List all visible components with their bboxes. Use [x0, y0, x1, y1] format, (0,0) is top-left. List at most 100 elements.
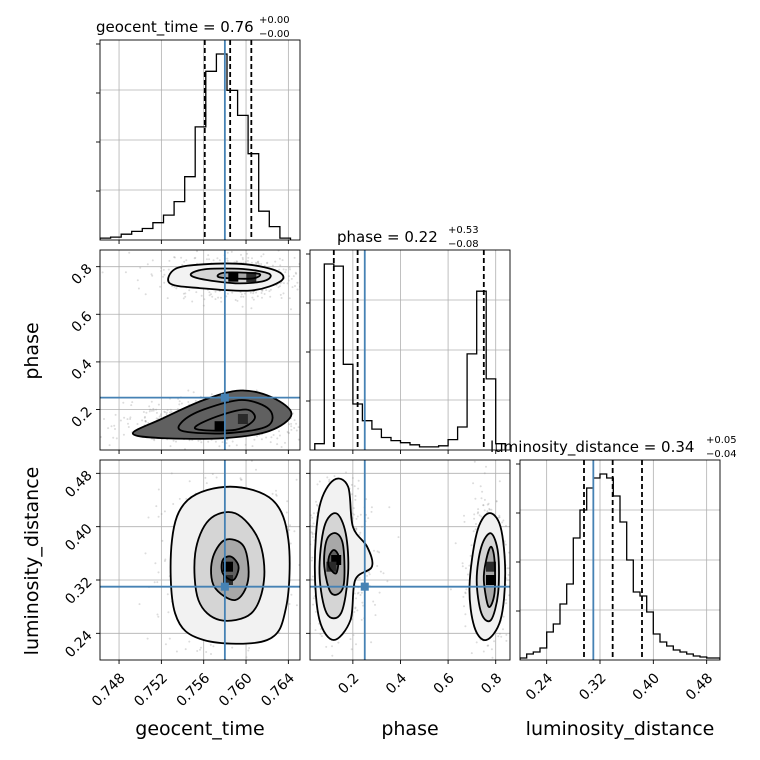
sample-point: [157, 571, 160, 574]
sample-point: [218, 259, 221, 262]
sample-point: [304, 414, 306, 416]
sample-point: [502, 519, 505, 522]
sample-point: [236, 260, 239, 263]
sample-point: [141, 419, 144, 422]
sample-point: [211, 473, 214, 475]
sample-point: [290, 277, 293, 280]
sample-point: [207, 254, 210, 257]
sample-point: [488, 508, 491, 511]
sample-point: [231, 291, 234, 294]
hist-bin: [600, 474, 607, 660]
y-tick-label: 0.24: [62, 628, 95, 661]
panel-frame: [309, 249, 511, 451]
grid: [520, 460, 720, 660]
density-peak: [223, 561, 233, 572]
truth-marker: [220, 393, 229, 402]
sample-point: [295, 272, 298, 275]
sample-point: [103, 418, 105, 420]
density-peak: [486, 561, 496, 572]
sample-point: [301, 588, 303, 590]
sample-point: [184, 648, 187, 651]
sample-point: [498, 516, 501, 519]
hist-bin: [121, 234, 132, 240]
sample-point: [162, 275, 165, 278]
sample-point: [250, 261, 253, 264]
sample-point: [354, 498, 357, 501]
sample-point: [288, 297, 291, 300]
sample-point: [388, 506, 391, 509]
sample-point: [311, 533, 314, 536]
sample-point: [464, 591, 467, 594]
sample-point: [129, 418, 132, 420]
sample-point: [490, 508, 493, 511]
sample-point: [293, 427, 296, 429]
sample-point: [182, 297, 185, 300]
hist-bin: [334, 266, 344, 450]
sample-point: [163, 510, 166, 513]
sample-point: [345, 471, 347, 474]
sample-point: [183, 260, 186, 263]
hist-bin: [195, 127, 206, 240]
sample-point: [327, 287, 329, 289]
sample-point: [301, 554, 303, 556]
sample-point: [138, 603, 141, 606]
sample-point: [278, 434, 281, 437]
sample-point: [351, 477, 354, 479]
sample-point: [277, 286, 280, 289]
sample-point: [258, 263, 260, 265]
sample-point: [289, 268, 291, 271]
sample-point: [191, 300, 194, 303]
density-peak: [228, 271, 239, 282]
sample-point: [483, 472, 486, 475]
sample-point: [160, 413, 163, 416]
sample-point: [310, 283, 312, 285]
sample-point: [178, 497, 181, 500]
sample-point: [275, 494, 278, 497]
sample-point: [357, 487, 360, 490]
sample-point: [490, 648, 493, 651]
sample-point: [202, 304, 205, 307]
sample-point: [498, 480, 501, 483]
sample-point: [288, 266, 291, 269]
sample-point: [157, 515, 160, 518]
sample-point: [301, 511, 303, 513]
sample-point: [257, 260, 260, 263]
sample-point: [353, 611, 356, 613]
sample-point: [342, 419, 344, 421]
sample-point: [210, 653, 212, 655]
sample-point: [157, 403, 160, 406]
sample-point: [468, 564, 471, 567]
x-tick-label: 0.32: [576, 670, 609, 703]
title-phase-sup: +0.53: [448, 225, 479, 236]
hist-bin: [206, 71, 217, 240]
hist-bin: [448, 440, 458, 450]
sample-point: [212, 259, 215, 262]
sample-point: [312, 512, 315, 515]
sample-point: [208, 258, 211, 261]
sample-point: [289, 242, 291, 244]
density-peak: [246, 272, 257, 283]
sample-point: [279, 264, 282, 267]
sample-point: [110, 425, 113, 428]
y-tick-label: 0.48: [62, 468, 95, 501]
sample-point: [328, 480, 331, 483]
sample-point: [290, 593, 293, 596]
sample-point: [475, 523, 477, 525]
sample-point: [137, 287, 140, 290]
sample-point: [199, 456, 201, 458]
grid: [310, 250, 510, 450]
sample-point: [271, 492, 274, 495]
sample-point: [282, 282, 285, 285]
sample-point: [464, 567, 467, 570]
sample-point: [500, 635, 503, 638]
hist-bin: [527, 654, 534, 660]
y-tick-label: 0.2: [69, 404, 96, 431]
hist-bin: [163, 215, 174, 240]
hist-bin: [185, 177, 196, 240]
hist-bin: [174, 202, 185, 240]
sample-point: [192, 391, 195, 394]
sample-point: [239, 477, 242, 480]
contour-line: [220, 555, 240, 582]
density-peak: [214, 421, 225, 432]
sample-point: [101, 271, 104, 274]
